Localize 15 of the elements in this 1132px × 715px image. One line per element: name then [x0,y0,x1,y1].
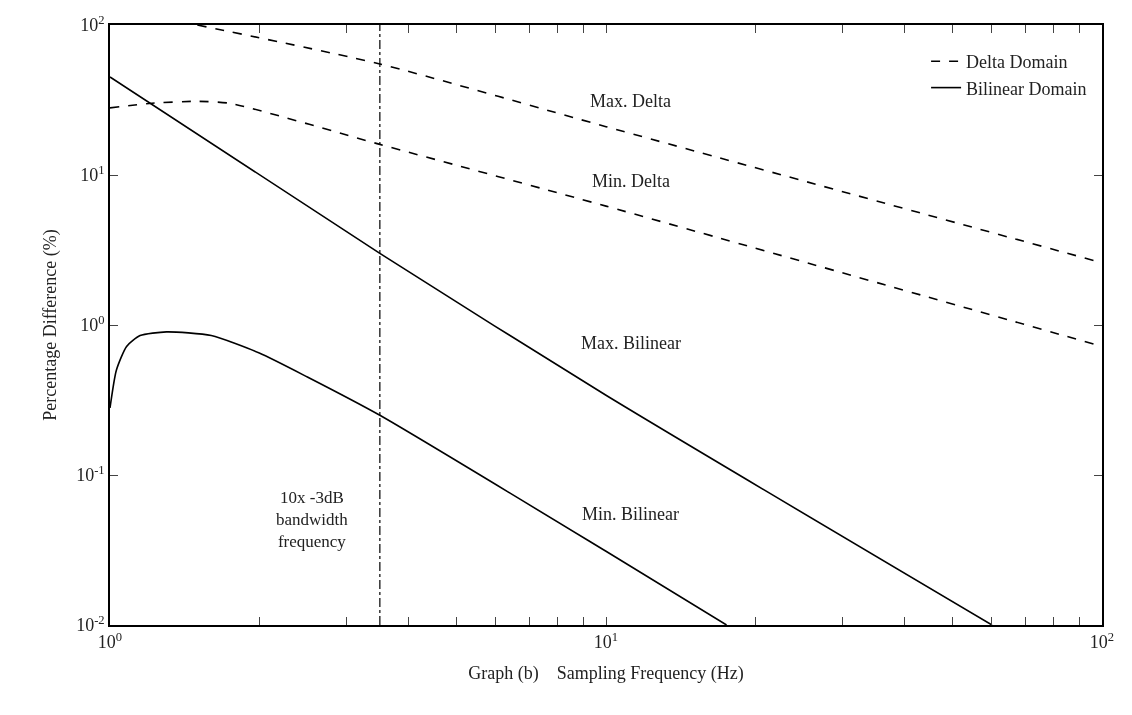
annotation: Min. Delta [592,171,670,191]
y-tick-label: 10$^{0}$ [80,312,105,336]
x-tick-label: 10$^{1}$ [593,629,619,653]
ref-line-label: 10x -3dB bandwidth frequency [276,488,349,552]
y-tick-label: 10$^{1}$ [80,162,105,186]
x-axis-title: Graph (b) Sampling Frequency (Hz) [468,662,744,684]
annotation: Max. Bilinear [581,333,681,353]
annotation: Max. Delta [590,91,671,111]
annotation: Min. Bilinear [582,504,679,524]
legend-label: Bilinear Domain [966,78,1087,99]
legend-label: Delta Domain [966,52,1068,73]
y-axis-title: Percentage Difference (%) [39,229,61,421]
y-tick-label: 10$^{2}$ [80,12,105,36]
x-tick-label: 10$^{2}$ [1089,629,1115,653]
y-tick-label: 10$^{-1}$ [76,462,105,486]
